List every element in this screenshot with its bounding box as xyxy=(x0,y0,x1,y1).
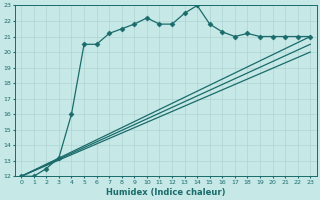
X-axis label: Humidex (Indice chaleur): Humidex (Indice chaleur) xyxy=(106,188,226,197)
